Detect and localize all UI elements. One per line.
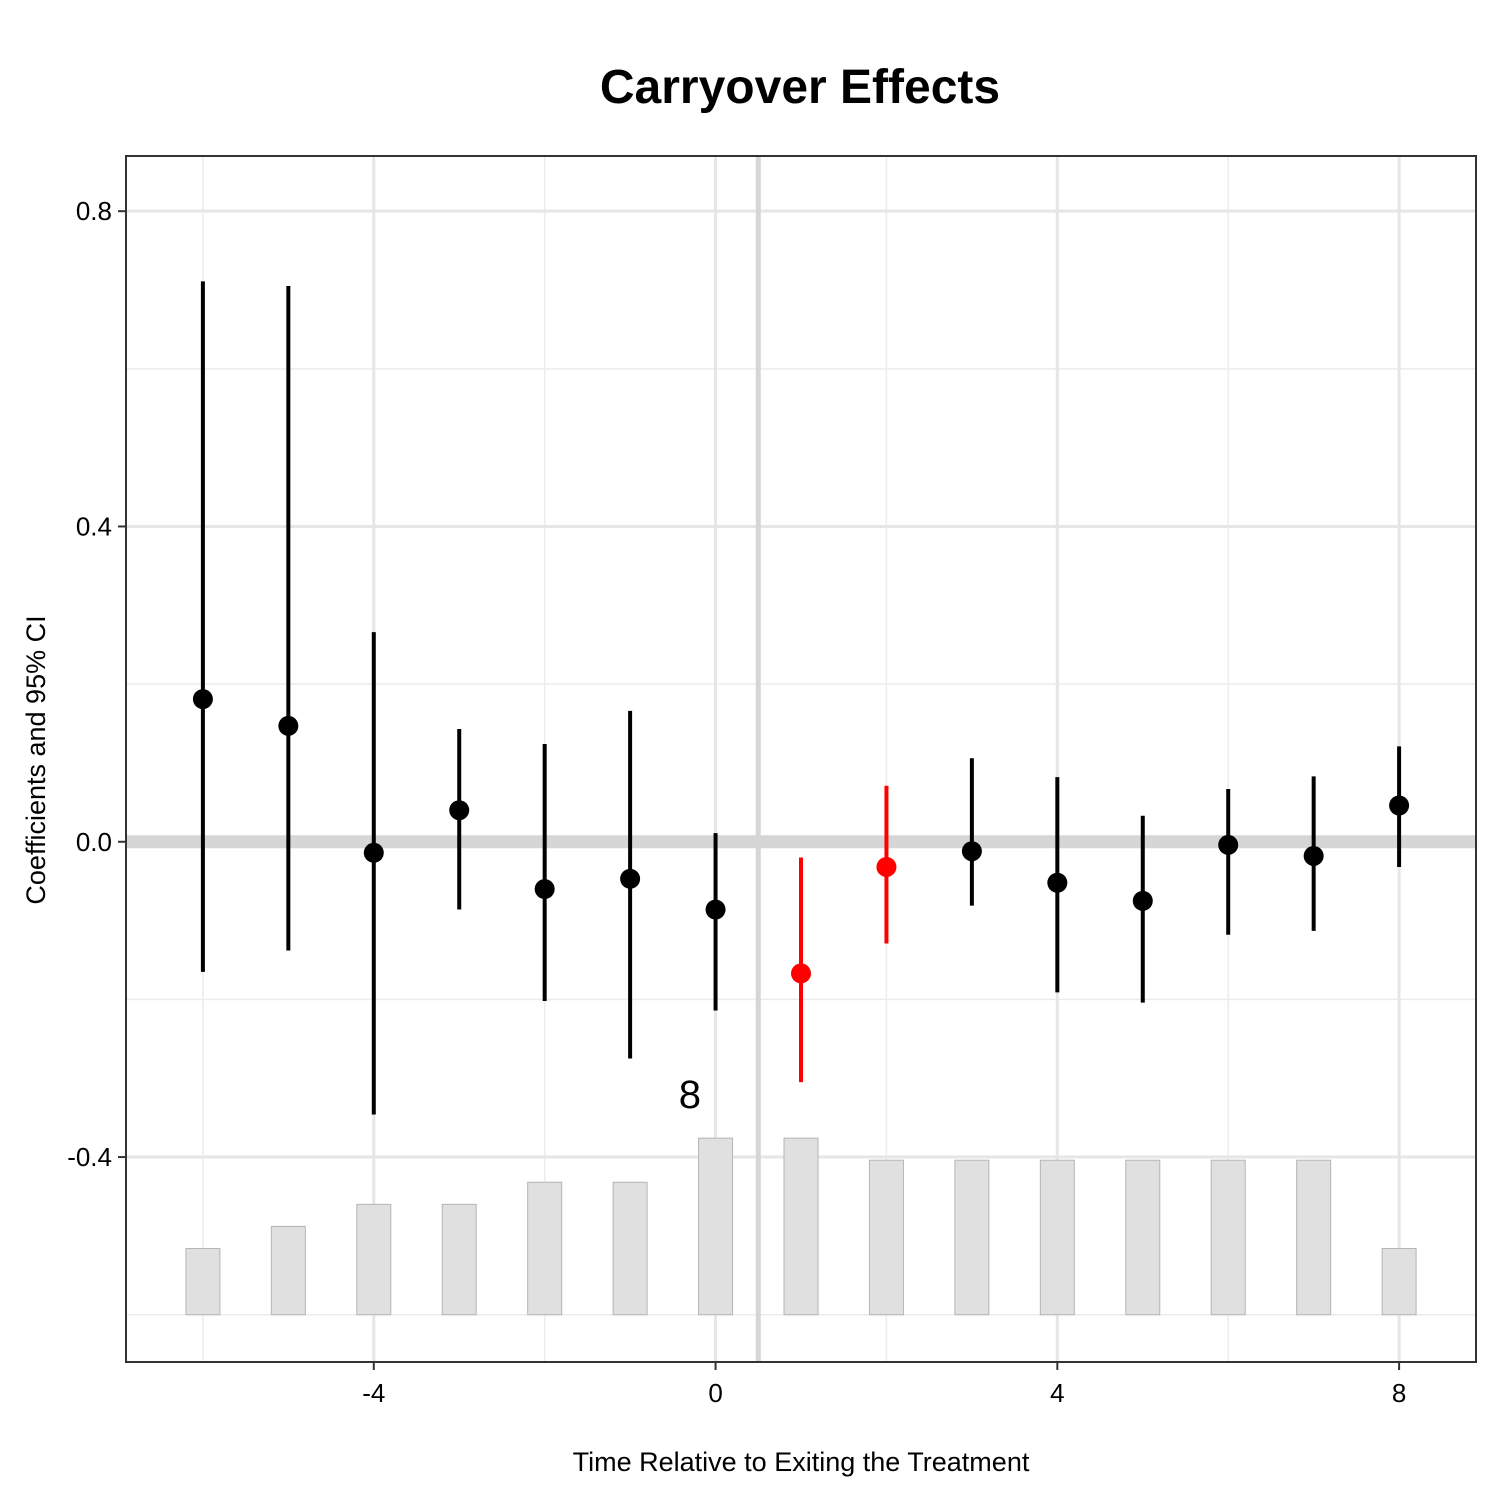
y-tick-label: 0.4 [76, 511, 112, 541]
coefficient-point [961, 841, 982, 862]
chart-title: Carryover Effects [600, 61, 1000, 114]
count-bar [1381, 1247, 1417, 1316]
coefficient-point [876, 856, 897, 877]
coefficient-point [1218, 834, 1239, 855]
coefficient-point [449, 800, 470, 821]
reference-lines-layer [126, 156, 1476, 1362]
coefficient-point [192, 689, 213, 710]
count-bar [527, 1181, 563, 1316]
count-bar [1296, 1159, 1332, 1316]
count-bar [612, 1181, 648, 1316]
count-bar [1210, 1159, 1246, 1316]
coefficient-point [620, 868, 641, 889]
count-bar [185, 1247, 221, 1316]
y-tick-label: -0.4 [67, 1142, 112, 1172]
x-tick-label: 0 [708, 1378, 722, 1408]
y-axis-label: Coefficients and 95% CI [21, 615, 51, 904]
x-tick-label: -4 [362, 1378, 385, 1408]
coefficient-point [534, 879, 555, 900]
count-bar [868, 1159, 904, 1316]
coefficient-point [705, 899, 726, 920]
coefficient-points-layer [192, 689, 1410, 984]
count-bar [441, 1203, 477, 1316]
coefficient-point [791, 963, 811, 984]
coefficient-point [1303, 845, 1324, 866]
count-bar [1125, 1159, 1161, 1316]
count-bar [356, 1203, 392, 1316]
y-tick-label: 0.0 [76, 827, 112, 857]
x-axis: -4 0 4 8 [362, 1362, 1406, 1408]
count-bar [698, 1137, 734, 1316]
count-bar [1039, 1159, 1075, 1316]
max-count-label: 8 [679, 1073, 701, 1117]
coefficient-point [1047, 872, 1068, 893]
coefficient-point [1389, 795, 1410, 816]
plot-panel-border [125, 155, 1477, 1363]
coefficient-point [363, 842, 384, 863]
count-bar [783, 1137, 819, 1316]
count-bar [954, 1159, 990, 1316]
y-tick-label: 0.8 [76, 196, 112, 226]
x-axis-label: Time Relative to Exiting the Treatment [573, 1447, 1030, 1477]
y-axis: -0.4 0.0 0.4 0.8 [67, 196, 126, 1172]
coefficient-point [278, 715, 299, 736]
coefficient-point [1132, 890, 1153, 911]
count-bar [270, 1225, 306, 1316]
x-tick-label: 4 [1050, 1378, 1064, 1408]
count-bars-layer [185, 1137, 1417, 1316]
x-tick-label: 8 [1392, 1378, 1406, 1408]
